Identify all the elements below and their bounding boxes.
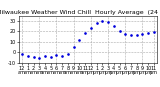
Title: Milwaukee Weather Wind Chill  Hourly Average  (24 Hours): Milwaukee Weather Wind Chill Hourly Aver… <box>0 10 160 15</box>
